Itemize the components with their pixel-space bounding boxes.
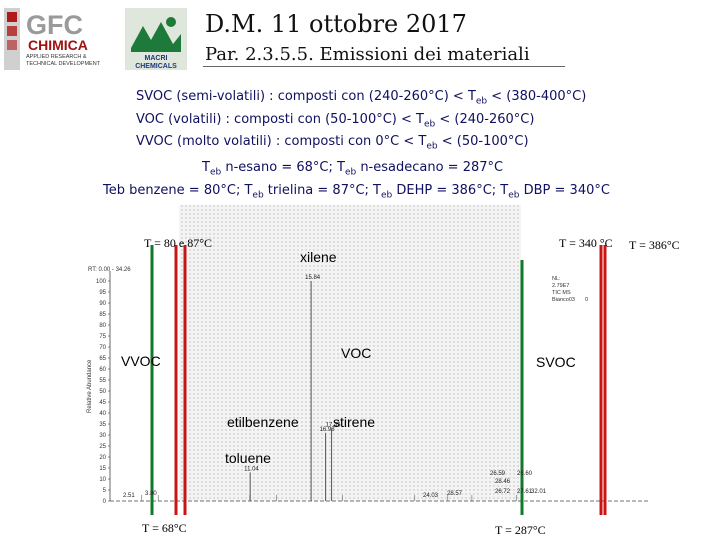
vvoc-definition: VVOC (molto volatili) : composti con 0°C…	[136, 134, 529, 152]
etilbenzene-label: etilbenzene	[227, 414, 299, 430]
y-tick-label: 100	[96, 279, 107, 285]
minor-peak-label: 26.72	[495, 489, 511, 495]
gfc-text: GFC	[26, 10, 83, 40]
y-tick-label: 20	[99, 455, 106, 461]
minor-peak-label: 28.46	[495, 479, 511, 485]
temp-80-87-label: T = 80 e 87°C	[144, 236, 213, 250]
temp-287-label: T = 287°C	[495, 523, 546, 537]
y-tick-label: 60	[99, 367, 106, 373]
y-tick-label: 40	[99, 411, 106, 417]
macri-text: MACRI	[145, 55, 168, 62]
y-tick-label: 0	[103, 499, 107, 505]
y-tick-label: 75	[99, 334, 106, 340]
y-tick-label: 25	[99, 444, 106, 450]
minor-peak-label: 2.51	[123, 493, 135, 499]
y-tick-label: 30	[99, 433, 106, 439]
voc-definitions: SVOC (semi-volatili) : composti con (240…	[136, 88, 586, 156]
page-title: D.M. 11 ottobre 2017	[205, 10, 467, 38]
peak-rt-label: 15.84	[305, 275, 321, 281]
minor-peak-label: 26.60	[517, 471, 533, 477]
svg-text:TECHNICAL DEVELOPMENT: TECHNICAL DEVELOPMENT	[26, 61, 101, 67]
temp-386-label: T = 386°C	[629, 238, 680, 252]
y-tick-label: 70	[99, 345, 106, 351]
info-box-line: Bianco03	[552, 297, 575, 303]
voc-definition: VOC (volatili) : composti con (50-100°C)…	[136, 111, 535, 130]
minor-peak-label: 24.03	[423, 493, 439, 499]
macri-chemicals-logo: MACRI CHEMICALS	[125, 8, 187, 70]
y-axis-ticks: 1009590858075706560555045403530252015105…	[96, 279, 110, 505]
voc-region-label: VOC	[341, 345, 372, 361]
stirene-label: stirene	[333, 414, 376, 430]
y-tick-label: 10	[99, 477, 106, 483]
peak-rt-label: 16.98	[320, 427, 336, 433]
svg-text:APPLIED RESEARCH &: APPLIED RESEARCH &	[26, 54, 87, 60]
chimica-text: CHIMICA	[28, 37, 88, 53]
chemicals-text: CHEMICALS	[135, 63, 177, 70]
minor-peak-label: 3.80	[145, 491, 157, 497]
y-tick-label: 15	[99, 466, 106, 472]
boiling-points-line-1: Teb n-esano = 68°C; Teb n-esadecano = 28…	[202, 160, 504, 178]
minor-peak-label: 28.57	[447, 491, 463, 497]
chromatogram-figure: 100 95 90 85 80 75 70 65 60 55 50 45 40 35 30 25 20 15 10 5…	[85, 205, 720, 540]
page-subtitle: Par. 2.3.5.5. Emissioni dei materiali	[205, 44, 530, 65]
y-tick-label: 80	[99, 323, 106, 329]
y-tick-label: 90	[99, 301, 106, 307]
chromatogram-svg: 1009590858075706560555045403530252015105…	[87, 205, 650, 515]
svoc-region-label: SVOC	[536, 354, 576, 370]
toluene-label: toluene	[225, 450, 271, 466]
rt-range-label: RT: 0.00 - 34.26	[88, 267, 131, 273]
info-box-line: TIC MS	[552, 290, 571, 296]
y-tick-label: 55	[99, 378, 106, 384]
y-axis-label: Relative Abundance	[87, 359, 93, 413]
peak-rt-label: 17.45	[326, 422, 342, 428]
temp-340-label: T = 340 °C	[559, 236, 613, 250]
gfc-chimica-logo: GFC CHIMICA APPLIED RESEARCH & TECHNICAL…	[4, 8, 124, 70]
vvoc-region-label: VVOC	[121, 353, 161, 369]
info-box-line: 2.79E7	[552, 283, 569, 289]
voc-zone-background	[179, 205, 521, 501]
y-tick-label: 35	[99, 422, 106, 428]
peak-rt-label: 11.04	[244, 466, 259, 472]
info-box-line: 0	[585, 297, 588, 303]
temp-68-label: T = 68°C	[142, 521, 187, 535]
minor-peak-label: 27.61	[517, 489, 533, 495]
info-box-line: NL:	[552, 276, 561, 282]
y-tick-label: 65	[99, 356, 106, 362]
minor-peak-label: 26.59	[490, 471, 506, 477]
svoc-definition: SVOC (semi-volatili) : composti con (240…	[136, 89, 587, 107]
minor-peak-label: 32.01	[531, 489, 547, 495]
y-tick-label: 5	[103, 488, 107, 494]
title-divider	[203, 66, 565, 67]
y-tick-label: 45	[99, 400, 106, 406]
xilene-label: xilene	[300, 249, 337, 265]
y-tick-label: 50	[99, 389, 106, 395]
y-tick-label: 85	[99, 312, 106, 318]
y-tick-label: 95	[99, 290, 106, 296]
boiling-points-line-2: Teb benzene = 80°C; Teb trielina = 87°C;…	[103, 183, 610, 201]
